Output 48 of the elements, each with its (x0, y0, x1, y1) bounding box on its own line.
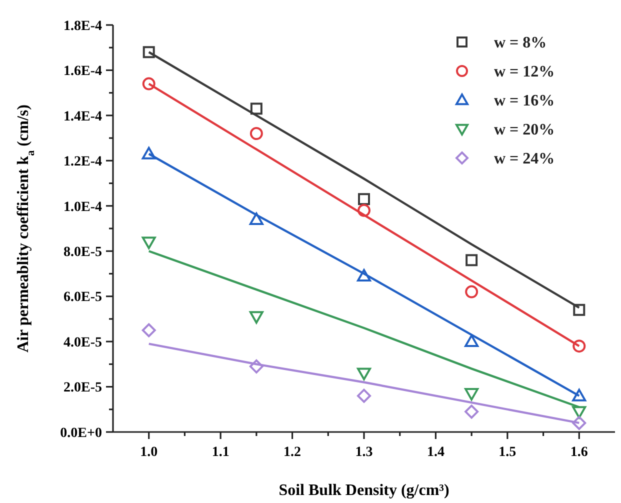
x-tick-label: 1.3 (355, 445, 373, 460)
point (572, 416, 586, 430)
y-tick-label: 6.0E-5 (64, 290, 102, 306)
point (142, 46, 155, 58)
point (142, 146, 156, 160)
point (464, 388, 479, 401)
point (357, 388, 371, 403)
y-tick-label: 8.0E-5 (64, 245, 102, 260)
point (358, 193, 370, 206)
point (572, 340, 586, 353)
y-tick-label: 1.4E-4 (64, 109, 102, 124)
point (249, 311, 264, 324)
legend-label: w = 8% (494, 34, 547, 52)
point (357, 368, 371, 380)
x-tick-label: 1.4 (426, 445, 444, 460)
y-tick-label: 1.8E-4 (64, 18, 102, 34)
x-tick-label: 1.0 (140, 445, 158, 460)
point (572, 406, 586, 419)
y-tick-label: 1.0E-4 (64, 200, 102, 215)
point (142, 236, 156, 250)
x-axis-title: Soil Bulk Density (g/cm³) (278, 482, 450, 499)
x-tick-label: 1.1 (212, 445, 230, 460)
point (572, 388, 586, 402)
legend-label: w = 24% (494, 150, 555, 168)
point (358, 204, 370, 217)
point (249, 212, 264, 225)
x-tick-label: 1.2 (284, 445, 302, 460)
point (249, 359, 264, 374)
point (464, 334, 479, 348)
y-tick-label: 1.6E-4 (64, 64, 102, 80)
point (250, 102, 262, 115)
y-tick-label: 1.2E-4 (64, 154, 102, 170)
y-tick-label: 0.0E+0 (60, 426, 102, 441)
x-tick-label: 1.5 (498, 445, 516, 460)
legend-label: w = 12% (494, 64, 555, 81)
point (464, 404, 479, 419)
legend-label: w = 16% (494, 92, 555, 110)
point (465, 285, 478, 298)
y-tick-label: 4.0E-5 (64, 335, 102, 350)
point (250, 127, 263, 140)
legend-label: w = 20% (494, 122, 555, 139)
y-tick-label: 2.0E-5 (64, 380, 102, 396)
point (142, 323, 156, 338)
x-tick-label: 1.6 (570, 445, 588, 460)
point (142, 77, 156, 90)
point (466, 254, 478, 266)
point (357, 268, 371, 282)
point (573, 304, 586, 316)
